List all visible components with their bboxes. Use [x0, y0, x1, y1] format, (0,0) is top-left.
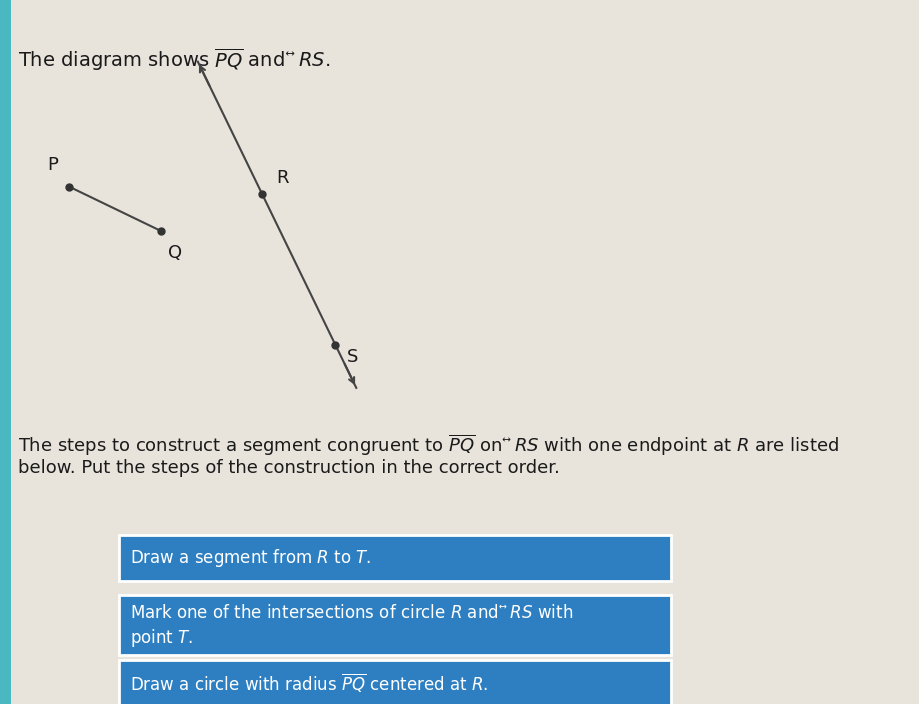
- FancyBboxPatch shape: [119, 535, 671, 581]
- Text: Draw a segment from $R$ to $T$.: Draw a segment from $R$ to $T$.: [130, 547, 371, 569]
- Text: point $T$.: point $T$.: [130, 627, 194, 649]
- FancyBboxPatch shape: [119, 595, 671, 655]
- Text: Q: Q: [168, 244, 182, 262]
- Text: P: P: [47, 156, 58, 174]
- Text: below. Put the steps of the construction in the correct order.: below. Put the steps of the construction…: [18, 459, 561, 477]
- Bar: [0, 0, 11, 704]
- Text: Mark one of the intersections of circle $R$ and $\overleftrightarrow{RS}$ with: Mark one of the intersections of circle …: [130, 604, 573, 622]
- Text: S: S: [346, 348, 357, 367]
- Text: The steps to construct a segment congruent to $\overline{PQ}$ on $\overleftright: The steps to construct a segment congrue…: [18, 433, 839, 458]
- FancyBboxPatch shape: [119, 660, 671, 704]
- Text: Draw a circle with radius $\overline{PQ}$ centered at $R$.: Draw a circle with radius $\overline{PQ}…: [130, 671, 489, 694]
- Text: R: R: [277, 168, 289, 187]
- Text: The diagram shows $\overline{PQ}$ and $\overleftrightarrow{RS}$.: The diagram shows $\overline{PQ}$ and $\…: [18, 46, 331, 73]
